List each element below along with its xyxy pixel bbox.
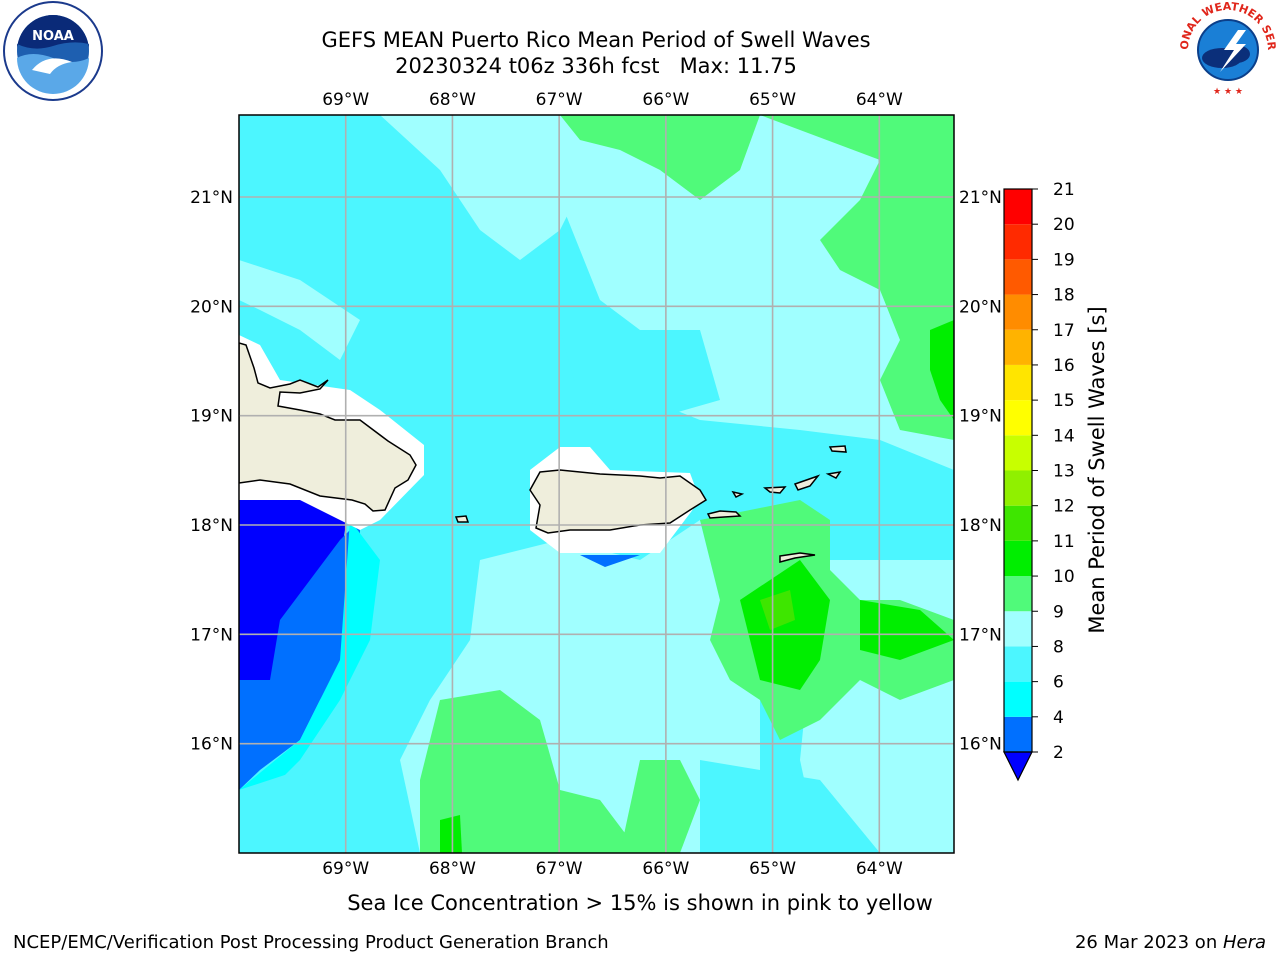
lon-tick-label: 66°W [642, 859, 689, 879]
colorbar-segment [1004, 470, 1032, 506]
lat-tick-label: 21°N [959, 188, 1002, 208]
colorbar-segment [1004, 540, 1032, 577]
credit-left: NCEP/EMC/Verification Post Processing Pr… [13, 932, 609, 953]
lon-tick-label: 64°W [856, 90, 903, 110]
lon-tick-label: 69°W [322, 859, 369, 879]
sea-ice-caption: Sea Ice Concentration > 15% is shown in … [347, 891, 933, 915]
lon-tick-label: 67°W [536, 90, 583, 110]
colorbar-tick-label: 19 [1053, 250, 1075, 270]
colorbar-segment [1004, 576, 1032, 612]
colorbar-tick-label: 21 [1053, 180, 1075, 200]
lon-tick-label: 64°W [856, 859, 903, 879]
svg-text:★ ★ ★: ★ ★ ★ [1213, 87, 1243, 97]
lat-tick-label: 18°N [190, 516, 233, 536]
map-plot-area [239, 115, 954, 853]
lon-tick-label: 65°W [749, 90, 796, 110]
colorbar-tick-label: 17 [1053, 321, 1075, 341]
colorbar-segment [1004, 294, 1032, 330]
colorbar-segment [1004, 505, 1032, 541]
colorbar-tick-label: 14 [1053, 426, 1075, 446]
colorbar-extend-min [1003, 751, 1033, 782]
lon-tick-label: 68°W [429, 859, 476, 879]
colorbar-tick-label: 8 [1053, 637, 1064, 657]
colorbar-segment [1004, 259, 1032, 295]
colorbar-segment [1004, 681, 1032, 717]
colorbar-tick-label: 4 [1053, 708, 1064, 728]
colorbar-label: Mean Period of Swell Waves [s] [1085, 306, 1109, 633]
lat-tick-label: 16°N [959, 735, 1002, 755]
chart-title: GEFS MEAN Puerto Rico Mean Period of Swe… [321, 28, 871, 52]
lat-tick-label: 16°N [190, 735, 233, 755]
colorbar-tick-label: 20 [1053, 215, 1075, 235]
credit-right: 26 Mar 2023 on Hera [1075, 932, 1266, 953]
colorbar-tick-label: 12 [1053, 497, 1075, 517]
lat-tick-label: 18°N [959, 516, 1002, 536]
lat-tick-label: 19°N [190, 407, 233, 427]
credit-host: Hera [1222, 932, 1266, 953]
lon-tick-label: 66°W [642, 90, 689, 110]
colorbar-segment [1004, 435, 1032, 471]
colorbar-segment [1004, 224, 1032, 260]
colorbar-tick-label: 18 [1053, 286, 1075, 306]
colorbar-segment [1004, 400, 1032, 436]
lon-tick-label: 65°W [749, 859, 796, 879]
lat-tick-label: 17°N [190, 625, 233, 645]
colorbar-segment [1004, 329, 1032, 365]
noaa-logo-icon: NOAA [3, 1, 103, 101]
lon-tick-label: 68°W [429, 90, 476, 110]
lat-tick-label: 19°N [959, 407, 1002, 427]
colorbar-tick-label: 15 [1053, 391, 1075, 411]
colorbar-tick-label: 13 [1053, 462, 1075, 482]
lat-tick-label: 20°N [190, 297, 233, 317]
colorbar-tick-label: 11 [1053, 532, 1075, 552]
credit-date: 26 Mar 2023 on [1074, 932, 1223, 953]
chart-subtitle: 20230324 t06z 336h fcst Max: 11.75 [395, 54, 797, 78]
colorbar: 2 4 6 8 9 10 11 12 13 14 15 16 17 18 19 20 21 [1003, 180, 1075, 782]
colorbar-segment [1004, 646, 1032, 682]
colorbar-tick-label: 9 [1053, 602, 1064, 622]
colorbar-tick-label: 2 [1053, 743, 1064, 763]
lat-tick-label: 21°N [190, 188, 233, 208]
lat-tick-label: 20°N [959, 297, 1002, 317]
noaa-logo-text: NOAA [32, 29, 74, 44]
map-frame [238, 114, 955, 854]
colorbar-tick-label: 6 [1053, 673, 1064, 693]
lon-tick-label: 69°W [322, 90, 369, 110]
lon-tick-label: 67°W [536, 859, 583, 879]
colorbar-segment [1004, 189, 1032, 225]
nws-logo-icon: NATIONAL WEATHER SERVICE ★ ★ ★ [1176, 0, 1278, 97]
colorbar-segment [1004, 364, 1032, 401]
colorbar-segment [1004, 716, 1032, 752]
colorbar-tick-label: 16 [1053, 356, 1075, 376]
colorbar-tick-label: 10 [1053, 567, 1075, 587]
colorbar-segment [1004, 611, 1032, 647]
lat-tick-label: 17°N [959, 625, 1002, 645]
